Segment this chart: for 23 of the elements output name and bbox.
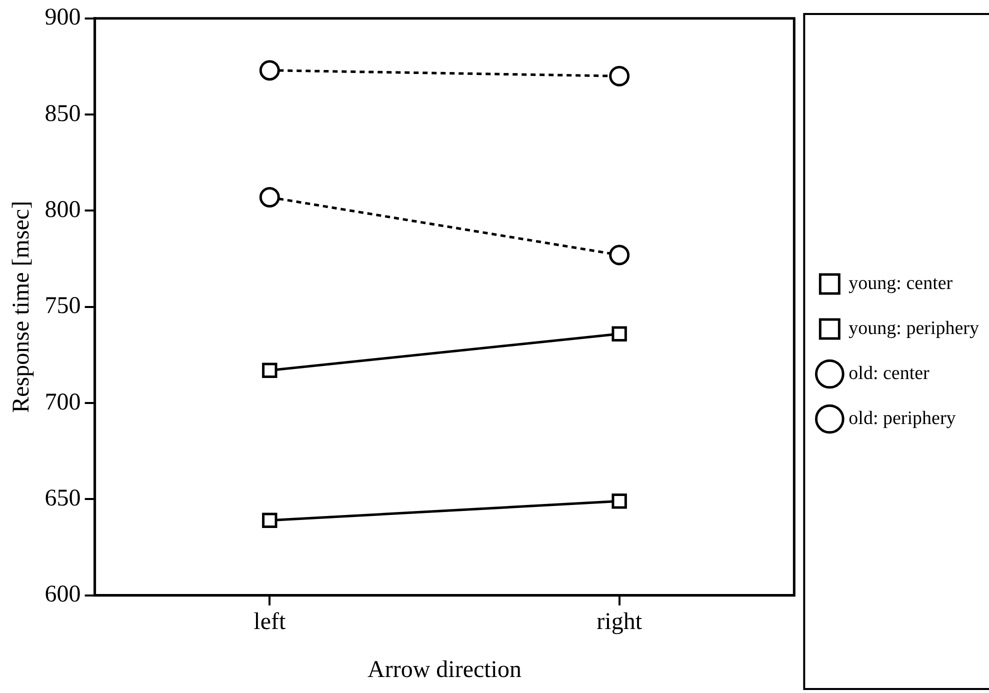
x-axis-title: Arrow direction (368, 656, 522, 683)
x-tick-label: left (254, 609, 286, 636)
y-tick-label: 600 (44, 582, 81, 608)
point (612, 326, 627, 342)
y-tick-label: 900 (44, 4, 81, 31)
point (612, 494, 627, 509)
y-tick-label: 700 (44, 389, 81, 416)
point (262, 512, 278, 528)
x-tick-label: right (596, 609, 642, 636)
y-tick-label: 650 (44, 486, 81, 512)
point (609, 244, 630, 266)
y-tick-label: 800 (44, 197, 81, 224)
point (259, 60, 280, 81)
legend-label: old: center (848, 362, 930, 384)
point (609, 66, 630, 86)
y-axis-title: Response time [msec] (8, 200, 35, 413)
point (259, 187, 280, 208)
y-tick-label: 750 (44, 293, 81, 320)
point (262, 362, 278, 378)
legend-label: young: periphery (848, 318, 980, 339)
y-tick-label: 850 (44, 100, 81, 127)
legend-label: old: periphery (848, 408, 956, 429)
legend-label: young: center (848, 272, 954, 294)
